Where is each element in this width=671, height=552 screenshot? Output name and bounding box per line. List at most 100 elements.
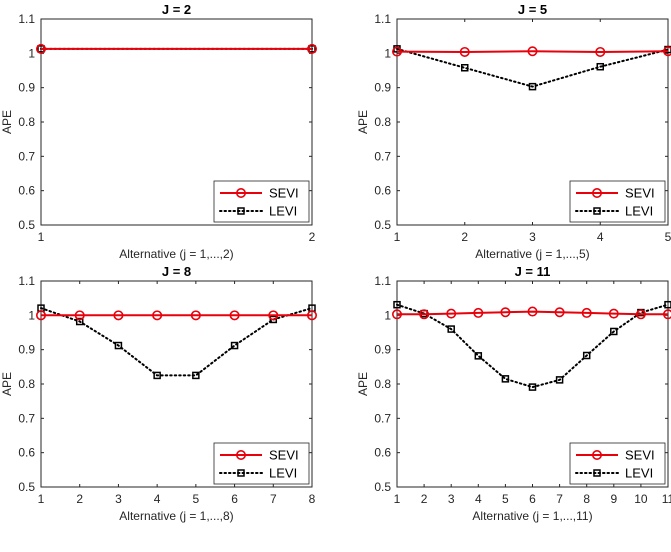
legend-label-levi: LEVI — [269, 204, 297, 219]
chart-title: J = 2 — [162, 2, 191, 17]
y-tick-label: 0.5 — [18, 480, 35, 494]
y-tick-label: 0.5 — [374, 218, 391, 232]
chart-title: J = 11 — [515, 264, 551, 279]
data-point-levi — [555, 376, 564, 384]
y-tick-label: 0.6 — [18, 184, 35, 198]
chart-title: J = 8 — [162, 264, 191, 279]
data-point-sevi — [554, 307, 565, 318]
data-point-levi — [501, 375, 510, 383]
y-axis-label: APE — [356, 110, 370, 134]
data-point-sevi — [419, 309, 430, 320]
data-point-sevi — [473, 307, 484, 318]
legend-label-levi: LEVI — [269, 466, 297, 481]
y-tick-label: 1 — [384, 46, 391, 60]
x-axis-label: Alternative (j = 1,...,2) — [119, 247, 233, 261]
chart-panel-2: 0.5 0.6 0.7 0.8 0.9 1 1.1 1 2 3 4 5 J = 5 Alternative… — [356, 2, 671, 261]
data-point-levi — [192, 371, 200, 380]
legend-marker-levi — [593, 469, 601, 477]
x-tick-label: 1 — [394, 230, 401, 244]
data-point-sevi — [608, 308, 619, 319]
y-tick-label: 0.8 — [18, 377, 35, 391]
legend: SEVI LEVI — [213, 180, 310, 223]
y-tick-label: 0.9 — [374, 81, 391, 95]
legend-box — [213, 442, 310, 485]
series-line-levi — [396, 47, 669, 88]
data-point-sevi — [268, 310, 279, 321]
data-point-levi — [269, 315, 278, 324]
legend: SEVI LEVI — [213, 442, 310, 485]
data-point-levi — [596, 62, 604, 71]
legend-box — [569, 442, 666, 485]
x-axis-label: Alternative (j = 1,...,8) — [119, 509, 233, 523]
series-line-levi — [40, 307, 313, 377]
legend-label-levi: LEVI — [625, 204, 653, 219]
data-point-sevi — [35, 310, 46, 321]
legend: SEVI LEVI — [569, 442, 666, 485]
legend-marker-levi — [237, 207, 245, 215]
legend-marker-sevi — [591, 188, 602, 199]
x-tick-label: 7 — [270, 492, 277, 506]
x-tick-label: 3 — [529, 230, 536, 244]
x-tick-label: 5 — [193, 492, 200, 506]
x-tick-label: 1 — [394, 492, 401, 506]
x-tick-label: 8 — [309, 492, 316, 506]
legend-label-sevi: SEVI — [625, 186, 655, 201]
chart-panel-4: 0.5 0.6 0.7 0.8 0.9 1 1.1 1 2 3 4 5 6 7 8 9 10 11 J = 11 Al… — [356, 264, 671, 523]
data-point-sevi — [113, 310, 124, 321]
data-point-levi — [447, 325, 455, 333]
y-tick-label: 0.8 — [374, 377, 391, 391]
data-point-sevi — [527, 46, 538, 57]
x-tick-label: 3 — [448, 492, 455, 506]
data-point-sevi — [635, 309, 646, 320]
chart-panel-3: 0.5 0.6 0.7 0.8 0.9 1 1.1 1 2 3 4 5 6 7 8 J = 8 Alternat… — [0, 264, 317, 523]
y-tick-label: 0.8 — [374, 115, 391, 129]
y-axis-label: APE — [0, 110, 14, 134]
data-point-sevi — [500, 307, 511, 318]
legend-marker-sevi — [236, 449, 247, 460]
data-point-levi — [393, 300, 401, 309]
data-point-sevi — [35, 43, 46, 54]
x-tick-label: 2 — [421, 492, 428, 506]
data-point-levi — [528, 82, 537, 91]
data-point-sevi — [152, 310, 163, 321]
y-tick-label: 1.1 — [18, 274, 35, 288]
data-point-sevi — [595, 46, 606, 57]
data-point-levi — [230, 341, 239, 350]
y-tick-label: 0.9 — [18, 343, 35, 357]
y-tick-label: 0.9 — [18, 81, 35, 95]
data-point-sevi — [459, 46, 470, 57]
y-tick-label: 1.1 — [374, 12, 391, 26]
x-tick-label: 6 — [529, 492, 536, 506]
x-tick-label: 9 — [610, 492, 617, 506]
data-point-sevi — [229, 310, 240, 321]
data-point-levi — [75, 317, 84, 326]
data-point-levi — [153, 371, 161, 380]
x-axis-label: Alternative (j = 1,...,5) — [475, 247, 589, 261]
data-point-levi — [664, 300, 671, 309]
series-line-sevi — [397, 310, 668, 316]
data-point-sevi — [306, 310, 317, 321]
data-point-levi — [610, 327, 618, 336]
y-tick-label: 0.5 — [374, 480, 391, 494]
x-tick-label: 3 — [115, 492, 122, 506]
x-axis-label: Alternative (j = 1,...,11) — [472, 509, 592, 523]
legend-label-sevi: SEVI — [269, 186, 299, 201]
legend-label-sevi: SEVI — [625, 448, 655, 463]
chart-title: J = 5 — [518, 2, 547, 17]
y-tick-label: 0.5 — [18, 218, 35, 232]
legend-marker-sevi — [236, 188, 247, 199]
x-tick-label: 4 — [475, 492, 482, 506]
legend-marker-sevi — [591, 449, 602, 460]
data-point-sevi — [581, 307, 592, 318]
x-tick-label: 10 — [634, 492, 648, 506]
x-tick-label: 5 — [665, 230, 671, 244]
series-line-sevi — [396, 50, 669, 54]
x-tick-label: 8 — [583, 492, 590, 506]
x-tick-label: 5 — [502, 492, 509, 506]
x-tick-label: 2 — [76, 492, 83, 506]
y-tick-label: 1.1 — [374, 274, 391, 288]
y-tick-label: 0.7 — [18, 149, 35, 163]
data-point-levi — [474, 352, 483, 360]
data-point-levi — [114, 341, 123, 350]
